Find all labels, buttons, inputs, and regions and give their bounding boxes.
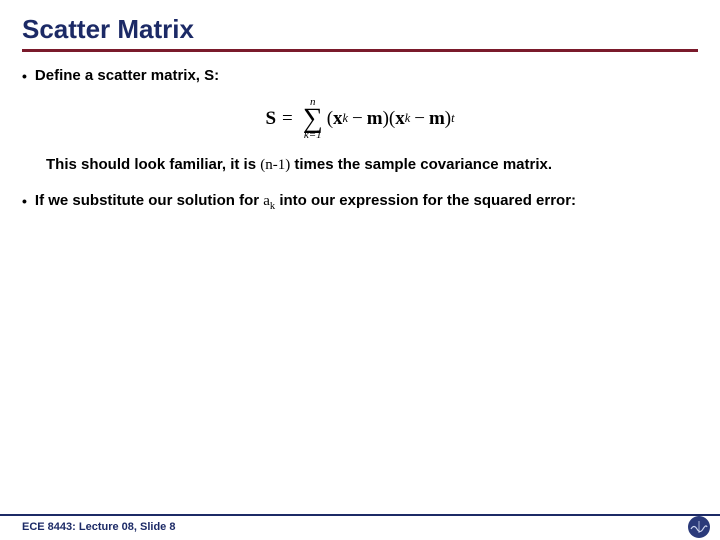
bullet-marker: • [22,192,27,212]
follow-post: times the sample covariance matrix. [290,156,552,173]
content-area: • Define a scatter matrix, S: S = n ∑ k=… [22,66,698,214]
footer-text: ECE 8443: Lecture 08, Slide 8 [22,521,175,533]
follow-expr: (n-1) [260,157,290,173]
follow-text: This should look familiar, it is (n-1) t… [46,155,698,175]
formula-lhs: S [265,108,276,130]
slide: Scatter Matrix • Define a scatter matrix… [0,0,720,540]
bullet-marker: • [22,67,27,87]
slide-title: Scatter Matrix [22,14,698,45]
summation-icon: n ∑ k=1 [303,97,323,141]
sum-lower: k=1 [304,130,322,141]
formula-mid: )( [383,108,396,130]
bullet-text: Define a scatter matrix, S: [35,66,219,86]
formula-m1: m [367,108,383,130]
formula-minus1: − [352,108,363,130]
footer: ECE 8443: Lecture 08, Slide 8 [0,514,720,540]
formula-eq: = [282,108,293,130]
follow-pre: This should look familiar, it is [46,156,260,173]
formula-xsub2: k [405,111,410,126]
bullet2-var: a [263,193,270,209]
formula-x1: x [333,108,343,130]
sigma-symbol: ∑ [303,108,323,130]
bullet-item: • Define a scatter matrix, S: [22,66,698,87]
formula-xsub1: k [343,111,348,126]
formula-x2: x [395,108,405,130]
bullet-item: • If we substitute our solution for ak i… [22,191,698,214]
bullet2-post: into our expression for the squared erro… [275,192,576,209]
footer-logo-icon [688,516,710,538]
title-underline [22,49,698,52]
formula-transpose: t [451,111,454,126]
formula-minus2: − [414,108,425,130]
scatter-formula: S = n ∑ k=1 ( x k − m )( x k − m ) t [22,97,698,141]
bullet-text: If we substitute our solution for ak int… [35,191,576,214]
bullet2-pre: If we substitute our solution for [35,192,263,209]
formula-m2: m [429,108,445,130]
